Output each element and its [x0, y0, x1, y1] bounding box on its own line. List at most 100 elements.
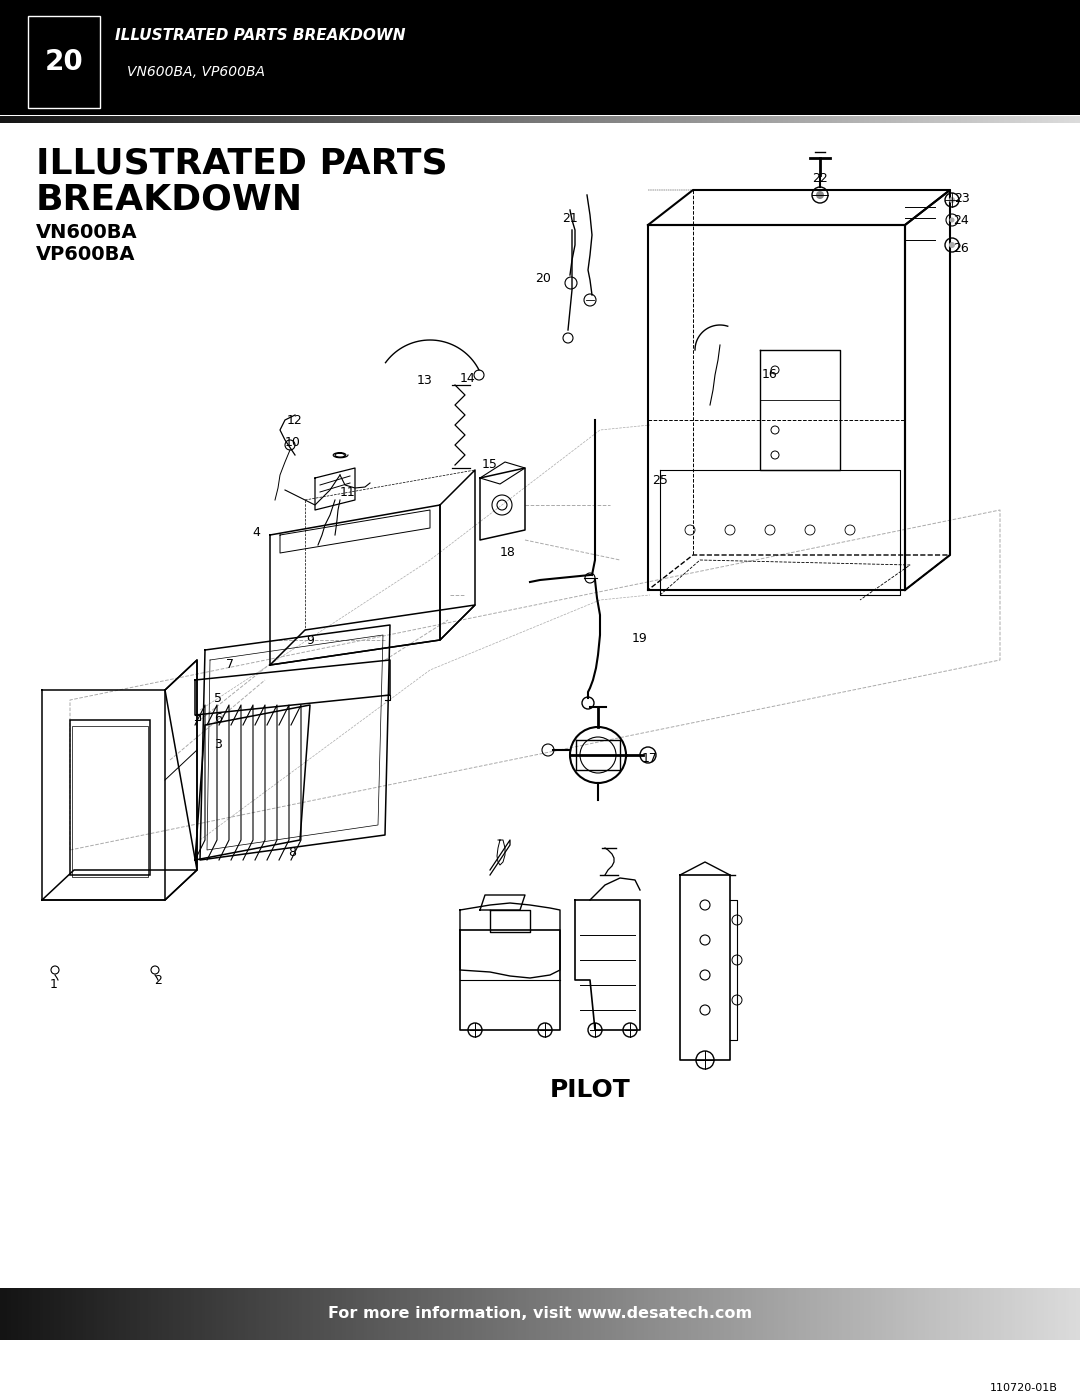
Bar [252, 1288, 257, 1340]
Bar [313, 116, 320, 123]
Text: 1: 1 [50, 978, 58, 992]
Circle shape [949, 218, 955, 222]
Bar [216, 116, 222, 123]
Bar [958, 1288, 962, 1340]
Text: 21: 21 [562, 211, 578, 225]
Bar [373, 116, 379, 123]
Bar [478, 1288, 484, 1340]
Bar [11, 116, 17, 123]
Bar [626, 116, 633, 123]
Bar [437, 116, 444, 123]
Bar [148, 1288, 152, 1340]
Bar [1023, 1288, 1027, 1340]
Text: 20: 20 [44, 47, 83, 75]
Bar [494, 1288, 498, 1340]
Bar [306, 1288, 311, 1340]
Bar [961, 116, 968, 123]
Text: 3: 3 [214, 739, 221, 752]
Bar [316, 1288, 322, 1340]
Bar [394, 116, 401, 123]
Bar [151, 1288, 156, 1340]
Bar [130, 1288, 134, 1340]
Bar [767, 116, 773, 123]
Text: 23: 23 [954, 191, 970, 204]
Bar [119, 116, 125, 123]
Bar [310, 1288, 314, 1340]
Bar [945, 116, 951, 123]
Bar [694, 1288, 700, 1340]
Bar [238, 116, 244, 123]
Bar [688, 1288, 692, 1340]
Bar [859, 116, 865, 123]
Bar [83, 1288, 87, 1340]
Bar [429, 1288, 433, 1340]
Bar [583, 1288, 588, 1340]
Text: 13: 13 [417, 373, 433, 387]
Bar [410, 1288, 415, 1340]
Bar [100, 1288, 106, 1340]
Bar [875, 116, 881, 123]
Bar [605, 1288, 609, 1340]
Circle shape [949, 197, 955, 203]
Bar [356, 1288, 361, 1340]
Bar [828, 1288, 833, 1340]
Bar [464, 1288, 469, 1340]
Bar [529, 1288, 534, 1340]
Bar [640, 1288, 646, 1340]
Bar [886, 116, 892, 123]
Bar [184, 116, 190, 123]
Bar [821, 116, 827, 123]
Bar [90, 1288, 95, 1340]
Bar [940, 1288, 944, 1340]
Bar [994, 1288, 998, 1340]
Bar [648, 116, 654, 123]
Bar [578, 116, 584, 123]
Bar [934, 116, 941, 123]
Bar [591, 1288, 595, 1340]
Bar [875, 1288, 879, 1340]
Bar [616, 1288, 620, 1340]
Bar [632, 116, 638, 123]
Text: 6: 6 [214, 711, 221, 725]
Bar [680, 1288, 685, 1340]
Bar [727, 1288, 732, 1340]
Bar [454, 1288, 458, 1340]
Bar [18, 1288, 23, 1340]
Text: 19: 19 [632, 631, 648, 644]
Bar [569, 1288, 573, 1340]
Bar [810, 1288, 814, 1340]
Bar [956, 116, 962, 123]
Bar [230, 1288, 235, 1340]
Text: 5: 5 [214, 692, 222, 704]
Bar [351, 116, 357, 123]
Bar [497, 116, 503, 123]
Bar [486, 1288, 490, 1340]
Bar [491, 116, 498, 123]
Bar [116, 1288, 120, 1340]
Bar [796, 1288, 800, 1340]
Bar [245, 1288, 249, 1340]
Bar [788, 116, 795, 123]
Bar [32, 116, 39, 123]
Bar [22, 116, 28, 123]
Bar [370, 1288, 376, 1340]
Bar [807, 1288, 811, 1340]
Bar [659, 1288, 663, 1340]
Bar [904, 1288, 908, 1340]
Bar [813, 1288, 819, 1340]
Bar [432, 116, 438, 123]
Bar [8, 1288, 12, 1340]
Bar [964, 1288, 970, 1340]
Bar [440, 1288, 444, 1340]
Bar [267, 1288, 271, 1340]
Bar [65, 116, 71, 123]
Text: 11: 11 [340, 486, 356, 499]
Bar [248, 1288, 253, 1340]
Bar [929, 1288, 933, 1340]
Bar [802, 1288, 808, 1340]
Circle shape [816, 191, 824, 198]
Bar [529, 116, 536, 123]
Bar [821, 1288, 825, 1340]
Bar [748, 1288, 754, 1340]
Bar [284, 1288, 289, 1340]
